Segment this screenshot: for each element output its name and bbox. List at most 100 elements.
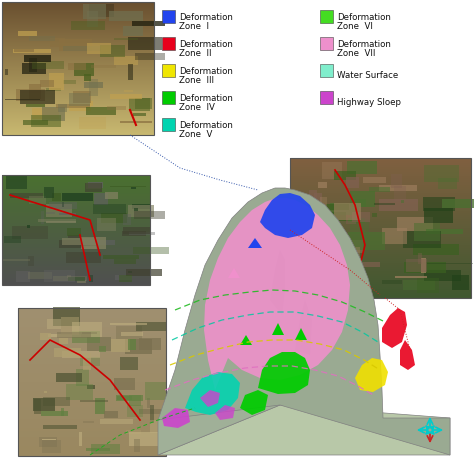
Bar — [2, 130, 154, 131]
Bar — [2, 277, 150, 278]
Bar — [18, 426, 166, 427]
Bar — [150, 420, 160, 433]
Bar — [58, 104, 67, 112]
Bar — [290, 159, 471, 160]
Bar — [321, 221, 356, 224]
Bar — [290, 216, 471, 217]
Bar — [290, 215, 471, 216]
Bar — [290, 187, 471, 188]
Bar — [18, 442, 166, 443]
Bar — [18, 383, 166, 384]
Bar — [2, 202, 150, 203]
Bar — [290, 241, 471, 242]
Bar — [110, 323, 147, 325]
Bar — [18, 434, 166, 435]
Bar — [2, 184, 150, 185]
Bar — [348, 232, 385, 250]
Bar — [290, 225, 471, 226]
Bar — [382, 280, 401, 284]
Bar — [18, 420, 166, 421]
Bar — [2, 189, 150, 190]
Bar — [93, 204, 126, 214]
Bar — [18, 344, 166, 345]
Text: Highway Sloep: Highway Sloep — [337, 98, 401, 107]
Bar — [290, 269, 471, 270]
Bar — [290, 191, 471, 192]
Bar — [18, 321, 166, 322]
Bar — [80, 431, 82, 446]
Bar — [374, 203, 394, 205]
Bar — [62, 202, 64, 207]
Bar — [2, 209, 150, 210]
Bar — [18, 346, 166, 347]
Bar — [84, 74, 91, 81]
Bar — [426, 229, 463, 234]
Bar — [18, 408, 166, 409]
Bar — [6, 176, 27, 189]
Bar — [2, 79, 154, 80]
Bar — [109, 94, 142, 100]
Bar — [46, 203, 72, 217]
Bar — [2, 239, 150, 240]
Bar — [18, 336, 166, 337]
Bar — [290, 217, 471, 218]
Bar — [81, 237, 106, 249]
Bar — [129, 432, 166, 446]
Bar — [86, 448, 110, 451]
Bar — [364, 177, 386, 183]
Bar — [18, 378, 166, 379]
Bar — [162, 64, 175, 77]
Bar — [290, 196, 471, 197]
Bar — [290, 174, 471, 175]
Bar — [2, 283, 150, 284]
Bar — [318, 182, 327, 188]
Bar — [2, 111, 154, 112]
Bar — [18, 446, 166, 447]
Bar — [2, 44, 154, 45]
Bar — [290, 270, 471, 271]
Bar — [290, 227, 471, 228]
Bar — [123, 213, 131, 225]
Bar — [2, 115, 154, 116]
Bar — [82, 332, 97, 334]
Bar — [290, 248, 471, 249]
Bar — [2, 73, 154, 74]
Bar — [62, 238, 97, 245]
Text: Deformation: Deformation — [337, 40, 391, 49]
Bar — [18, 343, 166, 344]
Bar — [2, 248, 150, 249]
Bar — [2, 28, 154, 29]
Bar — [18, 371, 166, 372]
Text: Deformation: Deformation — [179, 121, 233, 130]
Bar — [18, 349, 166, 350]
Bar — [18, 441, 166, 442]
Bar — [290, 271, 471, 272]
Bar — [2, 182, 150, 183]
Bar — [290, 212, 471, 213]
Bar — [28, 272, 52, 280]
Bar — [18, 370, 166, 371]
Bar — [315, 260, 348, 261]
Bar — [2, 46, 154, 47]
Bar — [2, 13, 154, 14]
Bar — [115, 275, 132, 280]
Bar — [290, 285, 471, 286]
Bar — [56, 104, 90, 108]
Bar — [2, 254, 150, 255]
Bar — [414, 223, 440, 241]
Polygon shape — [228, 268, 240, 278]
Bar — [2, 265, 150, 266]
Bar — [421, 258, 427, 273]
Bar — [2, 186, 150, 187]
Bar — [68, 62, 86, 70]
Bar — [2, 88, 154, 89]
Bar — [2, 224, 150, 225]
Bar — [2, 221, 150, 222]
Bar — [330, 202, 359, 215]
Bar — [2, 5, 154, 6]
Bar — [114, 258, 136, 264]
Bar — [2, 36, 154, 37]
Bar — [2, 63, 154, 64]
Bar — [5, 69, 8, 75]
Bar — [93, 193, 108, 206]
